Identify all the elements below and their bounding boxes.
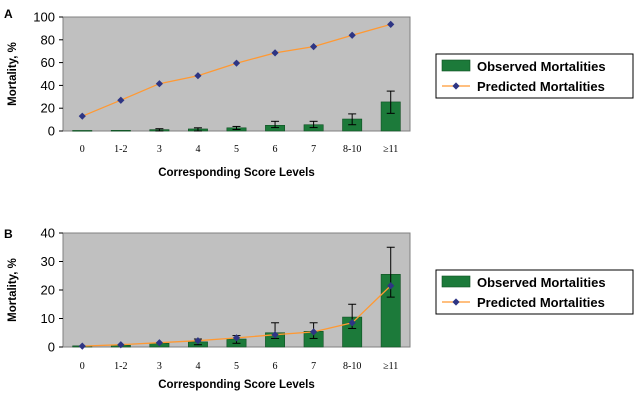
- legend-label-observed: Observed Mortalities: [477, 59, 606, 74]
- predicted-point: [155, 339, 163, 347]
- y-tick-label: 0: [48, 124, 55, 139]
- x-tick-label: 1-2: [114, 361, 127, 372]
- legend-swatch-bar: [441, 275, 471, 288]
- predicted-point: [155, 80, 163, 88]
- x-tick-label: 0: [80, 361, 85, 372]
- bar: [72, 130, 93, 132]
- y-tick-label: 60: [41, 55, 55, 70]
- predicted-point: [117, 341, 125, 349]
- predicted-point: [232, 59, 241, 67]
- x-tick-label: 6: [273, 144, 278, 155]
- predicted-point: [271, 331, 279, 339]
- legend-label-predicted: Predicted Mortalities: [477, 295, 605, 310]
- x-tick-label: ≥11: [383, 361, 398, 372]
- y-tick-label: 20: [41, 101, 55, 116]
- legend: Observed Mortalities Predicted Mortalitie…: [435, 53, 634, 99]
- predicted-point: [348, 31, 356, 39]
- x-tick-label: 0: [80, 144, 85, 155]
- x-tick-label: 4: [195, 361, 200, 372]
- x-axis-title: Corresponding Score Levels: [158, 379, 315, 391]
- predicted-point: [271, 49, 279, 57]
- x-tick-label: 4: [195, 144, 200, 155]
- predicted-point: [310, 328, 318, 336]
- legend-swatch-bar: [441, 59, 471, 72]
- x-tick-label: 5: [234, 144, 239, 155]
- bar: [110, 130, 131, 132]
- y-tick-label: 0: [48, 340, 55, 355]
- panel-B: B 0 10 20 30 40 Mortality, % 0 1-2 3 4 5 6 7 8-10 ≥11 Co…: [4, 226, 634, 391]
- predicted-point: [348, 319, 356, 327]
- predicted-point: [78, 342, 86, 350]
- predicted-point: [117, 96, 125, 104]
- y-axis-title: Mortality, %: [7, 258, 19, 322]
- x-tick-label: 7: [311, 361, 316, 372]
- y-tick-label: 10: [41, 311, 55, 326]
- x-axis-title: Corresponding Score Levels: [158, 167, 315, 179]
- predicted-point: [387, 20, 395, 29]
- predicted-point: [310, 43, 318, 51]
- y-axis-title: Mortality, %: [7, 42, 19, 106]
- panel-label: A: [4, 7, 13, 21]
- legend-swatch-marker: [452, 82, 460, 90]
- x-tick-label: 7: [311, 144, 316, 155]
- panel-label: B: [4, 227, 13, 241]
- x-tick-label: 5: [234, 361, 239, 372]
- predicted-point: [194, 72, 202, 80]
- x-tick-label: 8-10: [343, 361, 361, 372]
- predicted-point: [232, 334, 241, 342]
- predicted-point: [194, 337, 202, 345]
- y-tick-label: 80: [41, 32, 55, 47]
- y-tick-label: 20: [41, 283, 55, 298]
- y-tick-label: 100: [33, 10, 55, 25]
- y-tick-label: 40: [41, 226, 55, 241]
- y-tick-label: 30: [41, 254, 55, 269]
- x-tick-label: 3: [157, 361, 162, 372]
- legend-label-observed: Observed Mortalities: [477, 275, 606, 290]
- legend-swatch-marker: [452, 298, 460, 306]
- x-tick-label: 1-2: [114, 144, 127, 155]
- predicted-point: [387, 282, 395, 290]
- x-tick-label: 6: [273, 361, 278, 372]
- predicted-point: [78, 112, 86, 120]
- legend-label-predicted: Predicted Mortalities: [477, 79, 605, 94]
- panel-A: A 0 20 40 60 80 100 Mortality, % 0 1-2 3 4 5 6 7 8-10 ≥1…: [4, 7, 634, 179]
- y-tick-label: 40: [41, 78, 55, 93]
- legend: Observed Mortalities Predicted Mortalitie…: [435, 269, 634, 315]
- x-tick-label: 8-10: [343, 144, 361, 155]
- x-tick-label: ≥11: [383, 144, 398, 155]
- x-tick-label: 3: [157, 144, 162, 155]
